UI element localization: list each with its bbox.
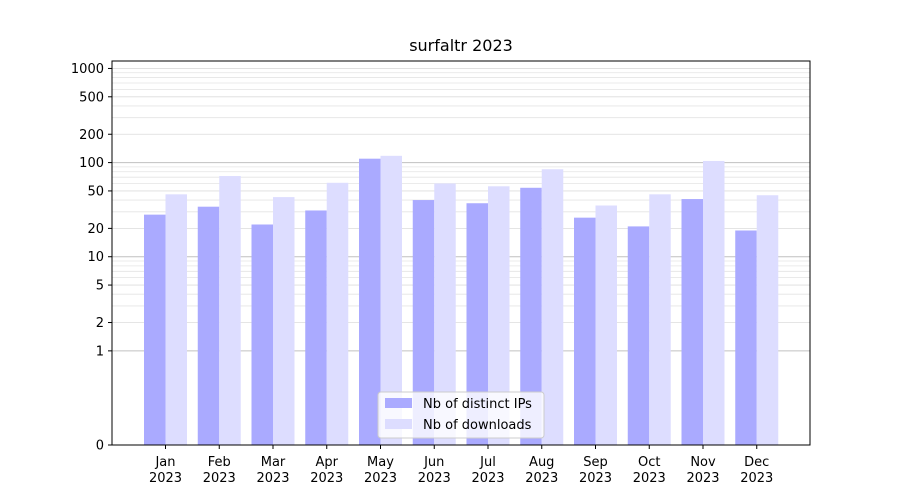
- x-tick-label-month: Jun: [423, 455, 444, 470]
- y-tick-label: 100: [79, 156, 104, 171]
- x-tick-label-year: 2023: [364, 471, 397, 486]
- x-tick-label-year: 2023: [203, 471, 236, 486]
- bar-distinct-ips: [305, 210, 327, 445]
- bar-distinct-ips: [144, 214, 166, 445]
- bar-distinct-ips: [412, 200, 435, 445]
- x-tick-label-month: Apr: [316, 455, 339, 470]
- x-tick-label-month: Oct: [638, 455, 660, 470]
- x-tick-label-year: 2023: [633, 471, 666, 486]
- bar-distinct-ips: [735, 230, 757, 445]
- x-tick-label-month: May: [367, 455, 394, 470]
- x-tick-label-month: Sep: [583, 455, 608, 470]
- y-tick-label: 10: [87, 250, 104, 265]
- legend-swatch: [385, 398, 412, 408]
- x-tick-label-year: 2023: [740, 471, 773, 486]
- x-tick-label-month: Aug: [529, 455, 554, 470]
- bar-downloads: [380, 155, 402, 445]
- bar-distinct-ips: [681, 199, 703, 445]
- bar-downloads: [273, 197, 295, 445]
- bar-distinct-ips: [466, 203, 488, 445]
- x-tick-label-year: 2023: [471, 471, 504, 486]
- x-tick-label-year: 2023: [310, 471, 343, 486]
- y-tick-label: 20: [87, 222, 104, 237]
- x-tick-label-year: 2023: [525, 471, 558, 486]
- bar-downloads: [326, 182, 349, 445]
- y-tick-label: 1000: [71, 62, 104, 77]
- legend-label: Nb of distinct IPs: [423, 397, 532, 412]
- chart-title: surfaltr 2023: [409, 36, 513, 55]
- x-tick-label-month: Dec: [744, 455, 769, 470]
- bar-downloads: [756, 195, 779, 445]
- x-tick-label-year: 2023: [256, 471, 289, 486]
- plot-frame: [111, 60, 811, 446]
- bar-downloads: [219, 176, 241, 445]
- y-tick-label: 2: [96, 316, 104, 331]
- bar-distinct-ips: [359, 158, 381, 445]
- bar-downloads: [434, 183, 456, 445]
- bar-downloads: [703, 160, 725, 445]
- x-tick-label-month: Feb: [208, 455, 231, 470]
- x-tick-label-year: 2023: [579, 471, 612, 486]
- bar-distinct-ips: [197, 206, 220, 445]
- x-axis: Jan2023Feb2023Mar2023Apr2023May2023Jun20…: [149, 445, 773, 486]
- bar-downloads: [541, 169, 564, 445]
- bars: [144, 155, 779, 445]
- bar-distinct-ips: [520, 187, 542, 445]
- x-tick-label-year: 2023: [149, 471, 182, 486]
- x-tick-label-month: Jul: [479, 455, 496, 470]
- y-tick-label: 5: [96, 279, 104, 294]
- bar-downloads: [165, 194, 187, 445]
- legend-box: [377, 391, 545, 439]
- bar-distinct-ips: [251, 224, 273, 445]
- bar-distinct-ips: [574, 217, 596, 445]
- y-tick-label: 0: [96, 439, 104, 454]
- y-tick-label: 200: [79, 128, 104, 143]
- bar-distinct-ips: [627, 226, 650, 445]
- legend-label: Nb of downloads: [423, 418, 532, 433]
- x-tick-label-month: Mar: [261, 455, 286, 470]
- y-tick-label: 500: [79, 90, 104, 105]
- legend: Nb of distinct IPs Nb of downloads: [377, 391, 545, 439]
- y-axis: 0 1 2 5 10 20 50 100 200 500 1000: [71, 62, 112, 454]
- legend-swatch: [385, 419, 412, 429]
- y-tick-label: 50: [87, 184, 104, 199]
- y-tick-label: 1: [96, 344, 104, 359]
- x-tick-label-year: 2023: [418, 471, 451, 486]
- bar-downloads: [649, 194, 671, 445]
- x-tick-label-month: Nov: [690, 455, 716, 470]
- x-tick-label-month: Jan: [154, 455, 175, 470]
- bar-downloads: [595, 205, 617, 445]
- bar-downloads: [488, 186, 510, 445]
- x-tick-label-year: 2023: [686, 471, 719, 486]
